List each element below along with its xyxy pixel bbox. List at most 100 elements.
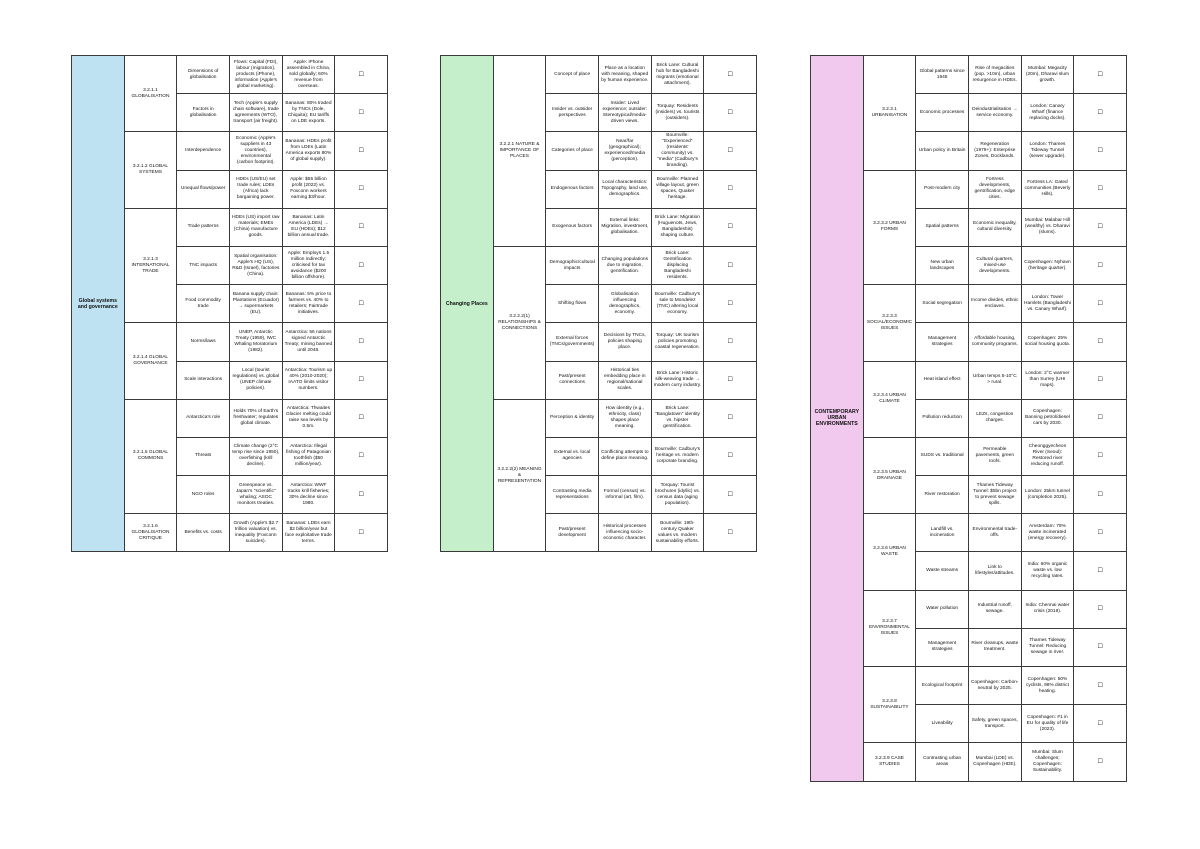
checkbox: ☐ bbox=[1073, 131, 1127, 171]
example: Apple: Employs 1.5 million indirectly; c… bbox=[281, 245, 336, 286]
key-idea: Past/present development bbox=[545, 513, 599, 553]
checkbox: ☐ bbox=[1073, 513, 1127, 553]
key-idea: NGO roles bbox=[176, 475, 230, 515]
table-row: 3.2.1.5 GLOBAL COMMONS Antarctica's role H… bbox=[72, 398, 388, 515]
checkbox: ☐ bbox=[703, 245, 757, 286]
explanation: How identity (e.g., ethnicity, class) sh… bbox=[597, 398, 652, 438]
example: Copenhagen: 50% cyclists, 98% district h… bbox=[1020, 665, 1075, 706]
explanation: Climate change (2°C temp rise since 1950… bbox=[228, 436, 283, 477]
checkbox: ☐ bbox=[334, 131, 388, 171]
key-idea: Demographic/cultural impacts bbox=[545, 245, 599, 286]
table-row: Management strategies Affordable housing,… bbox=[811, 322, 1127, 362]
key-idea: Dimensions of globalisation bbox=[176, 54, 230, 95]
example: Antarctica: Thwaites Glacier melting cou… bbox=[281, 398, 336, 438]
key-idea: Contrasting urban areas bbox=[915, 742, 969, 782]
example: Bournville: Cadbury's sale to Mondelez (… bbox=[650, 284, 705, 324]
subtopic-cell: 3.2.3.7 ENVIRONMENTAL ISSUES bbox=[862, 589, 917, 668]
example: London: Canary Wharf (finance replacing … bbox=[1020, 93, 1075, 133]
example: Bournville: Cadbury's heritage vs. moder… bbox=[650, 436, 705, 477]
checkbox: ☐ bbox=[334, 169, 388, 209]
checkbox: ☐ bbox=[334, 284, 388, 324]
example: Mumbai: Megacity (20m), Dharavi slum gro… bbox=[1020, 54, 1075, 95]
key-idea: Global patterns since 1945 bbox=[915, 54, 969, 95]
explanation: Decisions by TNCs, policies shaping plac… bbox=[597, 322, 652, 362]
table-row: 3.2.3.4 URBAN CLIMATE Heat island effect U… bbox=[811, 360, 1127, 438]
explanation: UNEP, Antarctic Treaty (1959), IWC Whali… bbox=[228, 322, 283, 362]
checkbox: ☐ bbox=[334, 322, 388, 362]
subtopic-cell: 3.2.1.5 GLOBAL COMMONS bbox=[123, 398, 178, 515]
table-row: Global systems and governance 3.2.1.1 GLO… bbox=[71, 54, 388, 553]
checkbox: ☐ bbox=[1073, 284, 1127, 324]
checkbox: ☐ bbox=[334, 93, 388, 133]
example: Apple: $55 billion profit (2022) vs. Fox… bbox=[281, 169, 336, 209]
checkbox: ☐ bbox=[1073, 322, 1127, 362]
key-idea: Liveability bbox=[915, 704, 969, 744]
checkbox: ☐ bbox=[703, 284, 757, 324]
example: India: 60% organic waste vs. low recycli… bbox=[1020, 551, 1075, 591]
table-row: 3.2.3.5 URBAN DRAINAGE SUDS vs. tradition… bbox=[811, 436, 1127, 515]
checkbox: ☐ bbox=[1073, 54, 1127, 95]
checkbox: ☐ bbox=[703, 169, 757, 209]
explanation: Economic (Apple's suppliers in 43 countr… bbox=[228, 131, 283, 171]
table-row: Pollution reduction LEZs, congestion char… bbox=[811, 398, 1127, 438]
explanation: Globalisation influencing demographics, … bbox=[597, 284, 652, 324]
explanation: Copenhagen: Carbon-neutral by 2025. bbox=[967, 665, 1022, 706]
table-row: Shifting flows Globalisation influencing … bbox=[441, 284, 757, 324]
key-idea: Past/present connections bbox=[545, 360, 599, 400]
table-row: Past/present connections Historical ties … bbox=[441, 360, 757, 400]
key-idea: Economic processes bbox=[915, 93, 969, 133]
topic-cell: CONTEMPORARY URBAN ENVIRONMENTS bbox=[810, 55, 864, 782]
subtopic-cell: 3.2.1.3 INTERNATIONAL TRADE bbox=[123, 207, 178, 324]
checkbox: ☐ bbox=[1073, 207, 1127, 247]
topic-table: CONTEMPORARY URBAN ENVIRONMENTS 3.2.3.1 U… bbox=[810, 54, 1127, 782]
explanation: Rise of megacities (pop. >10m), urban re… bbox=[967, 54, 1022, 95]
checkbox: ☐ bbox=[703, 93, 757, 133]
example: London: Tower Hamlets (Bangladeshi vs. C… bbox=[1020, 284, 1075, 324]
checkbox: ☐ bbox=[703, 436, 757, 477]
explanation: Historical ties embedding place in regio… bbox=[597, 360, 652, 400]
subtopic-cell: 3.2.3.3 SOCIAL/ECONOMIC ISSUES bbox=[862, 284, 917, 362]
checkbox: ☐ bbox=[1073, 360, 1127, 400]
explanation: Growth (Apple's $2.7 trillion valuation)… bbox=[228, 513, 283, 553]
checkbox: ☐ bbox=[334, 54, 388, 95]
explanation: Cultural quarters, mixed-use development… bbox=[967, 245, 1022, 286]
subtopic-cell: 3.2.2.2(1) RELATIONSHIPS & CONNECTIONS bbox=[492, 245, 547, 400]
topic-table: Changing Places 3.2.2.1 NATURE & IMPORTAN… bbox=[440, 54, 757, 553]
key-idea: Trade patterns bbox=[176, 207, 230, 247]
explanation: River cleanups, waste treatment. bbox=[967, 627, 1022, 668]
key-idea: Perception & identity bbox=[545, 398, 599, 438]
example: Bananas: 80% traded by TNCs (Dole, Chiqu… bbox=[281, 93, 336, 133]
example: London: 25km tunnel (completion 2025). bbox=[1020, 475, 1075, 515]
explanation: Changing populations due to migration, g… bbox=[597, 245, 652, 286]
table-row: Waste streams Link to lifestyles/attitude… bbox=[811, 551, 1127, 591]
table-row: Urban policy in Britain Regeneration (197… bbox=[811, 131, 1127, 171]
checkbox: ☐ bbox=[703, 475, 757, 515]
checkbox: ☐ bbox=[1073, 589, 1127, 629]
table-row: 3.2.3.7 ENVIRONMENTAL ISSUES Water pollut… bbox=[811, 589, 1127, 668]
example: Apple: iPhone assembled in China, sold g… bbox=[281, 54, 336, 95]
topic-table: Global systems and governance 3.2.1.1 GLO… bbox=[71, 54, 388, 553]
example: Antarctica: Illegal fishing of Patagonia… bbox=[281, 436, 336, 477]
explanation: Near/far (geographical); experienced/med… bbox=[597, 131, 652, 171]
subtopic-cell: 3.2.3.9 CASE STUDIES bbox=[862, 742, 917, 782]
key-idea: External forces (TNCs/governments) bbox=[545, 322, 599, 362]
explanation: Formal (census) vs. informal (art, film)… bbox=[597, 475, 652, 515]
explanation: Local (tourist regulations) vs. global (… bbox=[228, 360, 283, 400]
checkbox: ☐ bbox=[1073, 245, 1127, 286]
key-idea: Antarctica's role bbox=[176, 398, 230, 438]
table-row: Insider vs. outsider perspectives Insider… bbox=[441, 93, 757, 133]
example: Bananas: Latin America (LDEs) → EU (HDEs… bbox=[281, 207, 336, 247]
explanation: Place as a location with meaning, shaped… bbox=[597, 54, 652, 95]
explanation: LEZs, congestion charges. bbox=[967, 398, 1022, 438]
key-idea: Interdependence bbox=[176, 131, 230, 171]
example: Brick Lane: Cultural hub for Bangladeshi… bbox=[650, 54, 705, 95]
subtopic-cell: 3.2.1.1 GLOBALISATION bbox=[123, 54, 178, 133]
topic-cell: Global systems and governance bbox=[71, 54, 125, 553]
table-row: 3.2.1.6 GLOBALISATION CRITIQUE Benefits v… bbox=[72, 513, 388, 553]
key-idea: New urban landscapes bbox=[915, 245, 969, 286]
subtopic-cell: 3.2.3.8 SUSTAINABILITY bbox=[862, 665, 917, 744]
checkbox: ☐ bbox=[703, 322, 757, 362]
explanation: HDEs (US) import raw materials; EMEs (Ch… bbox=[228, 207, 283, 247]
example: Brick Lane: "Banglatown" identity vs. hi… bbox=[650, 398, 705, 438]
